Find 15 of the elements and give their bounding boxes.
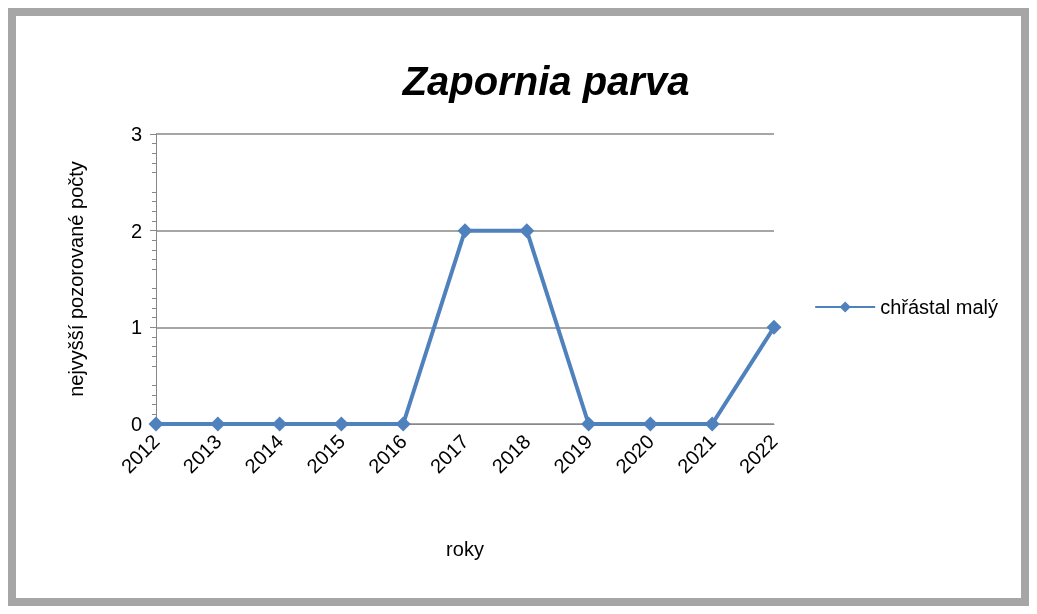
y-tick-label: 2 <box>130 219 142 242</box>
x-axis-title: roky <box>446 538 484 560</box>
y-tick-label: 1 <box>130 316 142 339</box>
point <box>766 319 782 335</box>
y-axis-title: nejvyšší pozorované počty <box>65 161 87 397</box>
point <box>457 223 473 239</box>
point <box>395 416 411 432</box>
legend-label: chřástal malý <box>880 296 998 318</box>
y-tick-label: 0 <box>130 413 142 435</box>
chart-title: Zapornia parva <box>401 59 690 103</box>
point <box>704 416 720 432</box>
point <box>519 223 535 239</box>
point <box>148 416 164 432</box>
y-tick-label: 3 <box>130 123 142 145</box>
point <box>210 416 226 432</box>
